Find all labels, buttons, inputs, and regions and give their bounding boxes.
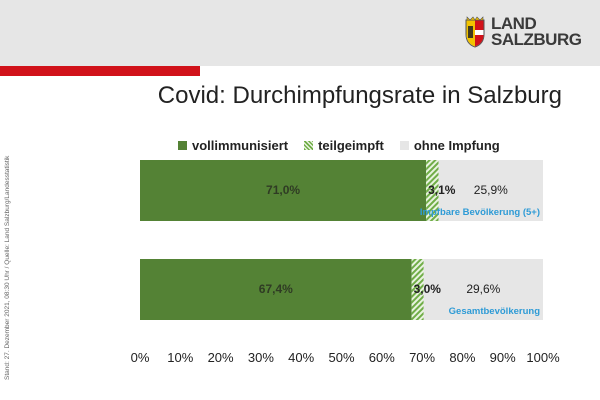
logo-line-1: LAND bbox=[491, 14, 537, 33]
header-band bbox=[0, 0, 600, 66]
data-label-ohne-impfung-0: 25,9% bbox=[474, 183, 508, 197]
bar-vollimmunisiert-1 bbox=[140, 259, 412, 320]
legend-swatch-ohne-impfung bbox=[399, 140, 409, 150]
x-tick-label-9: 90% bbox=[490, 350, 516, 365]
legend-item-vollimmunisiert: vollimmunisiert bbox=[178, 138, 288, 153]
legend-swatch-teilgeimpft bbox=[304, 140, 314, 150]
category-label-1: Gesamtbevölkerung bbox=[449, 306, 541, 317]
logo-line-2: SALZBURG bbox=[491, 30, 582, 49]
coat-of-arms-icon bbox=[465, 16, 485, 48]
legend-label-teilgeimpft: teilgeimpft bbox=[318, 137, 384, 153]
bar-ohne-impfung-1 bbox=[423, 259, 543, 320]
legend-item-ohne-impfung: ohne Impfung bbox=[399, 137, 500, 153]
chart-legend: vollimmunisiert teilgeimpft ohne Impfung bbox=[178, 137, 516, 153]
page-title: Covid: Durchimpfungsrate in Salzburg bbox=[157, 82, 562, 109]
x-tick-label-8: 80% bbox=[449, 350, 475, 365]
legend-item-teilgeimpft: teilgeimpft bbox=[304, 138, 384, 153]
x-tick-label-4: 40% bbox=[288, 350, 314, 365]
x-tick-label-3: 30% bbox=[248, 350, 274, 365]
bar-ohne-impfung-0 bbox=[438, 160, 543, 221]
x-tick-label-0: 0% bbox=[131, 350, 150, 365]
data-label-vollimmunisiert-0: 71,0% bbox=[266, 183, 300, 197]
x-tick-label-5: 50% bbox=[328, 350, 354, 365]
bar-teilgeimpft-1 bbox=[411, 259, 424, 320]
legend-swatch-vollimmunisiert bbox=[178, 140, 187, 150]
data-label-teilgeimpft-1: 3,0% bbox=[414, 282, 442, 296]
x-tick-label-7: 70% bbox=[409, 350, 435, 365]
legend-label-vollimmunisiert: vollimmunisiert bbox=[192, 137, 289, 153]
logo-wordmark: LAND SALZBURG bbox=[491, 14, 582, 49]
x-tick-label-10: 100% bbox=[526, 350, 560, 365]
land-salzburg-logo: LAND SALZBURG bbox=[464, 14, 584, 54]
bar-vollimmunisiert-0 bbox=[140, 160, 427, 221]
accent-red-bar bbox=[0, 66, 200, 76]
x-tick-label-1: 10% bbox=[167, 350, 193, 365]
legend-label-ohne-impfung: ohne Impfung bbox=[413, 137, 500, 153]
data-label-teilgeimpft-0: 3,1% bbox=[428, 183, 456, 197]
x-tick-label-2: 20% bbox=[208, 350, 234, 365]
category-label-0: Impfbare Bevölkerung (5+) bbox=[420, 207, 540, 218]
bar-teilgeimpft-0 bbox=[426, 160, 439, 221]
data-label-ohne-impfung-1: 29,6% bbox=[466, 282, 500, 296]
x-tick-label-6: 60% bbox=[369, 350, 395, 365]
data-label-vollimmunisiert-1: 67,4% bbox=[259, 282, 293, 296]
